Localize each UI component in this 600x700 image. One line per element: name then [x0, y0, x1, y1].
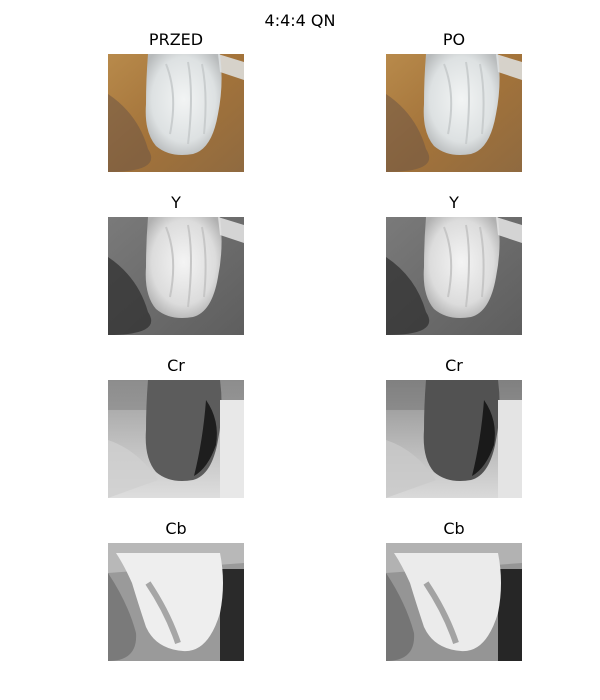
image-before-cr [108, 380, 244, 498]
panel-title-cb-after: Cb [443, 519, 465, 538]
image-after-rgb [386, 54, 522, 172]
panel-title-przed: PRZED [148, 30, 204, 49]
panel-title-y-before: Y [171, 193, 181, 212]
image-before-y [108, 217, 244, 335]
image-after-y [386, 217, 522, 335]
panel-title-po: PO [442, 30, 466, 49]
panel-title-cr-before: Cr [167, 356, 185, 375]
panel-title-cr-after: Cr [445, 356, 463, 375]
image-before-cb [108, 543, 244, 661]
image-before-rgb [108, 54, 244, 172]
panel-title-y-after: Y [449, 193, 459, 212]
image-after-cb [386, 543, 522, 661]
figure-title: 4:4:4 QN [264, 11, 336, 30]
panel-title-cb-before: Cb [165, 519, 187, 538]
image-after-cr [386, 380, 522, 498]
